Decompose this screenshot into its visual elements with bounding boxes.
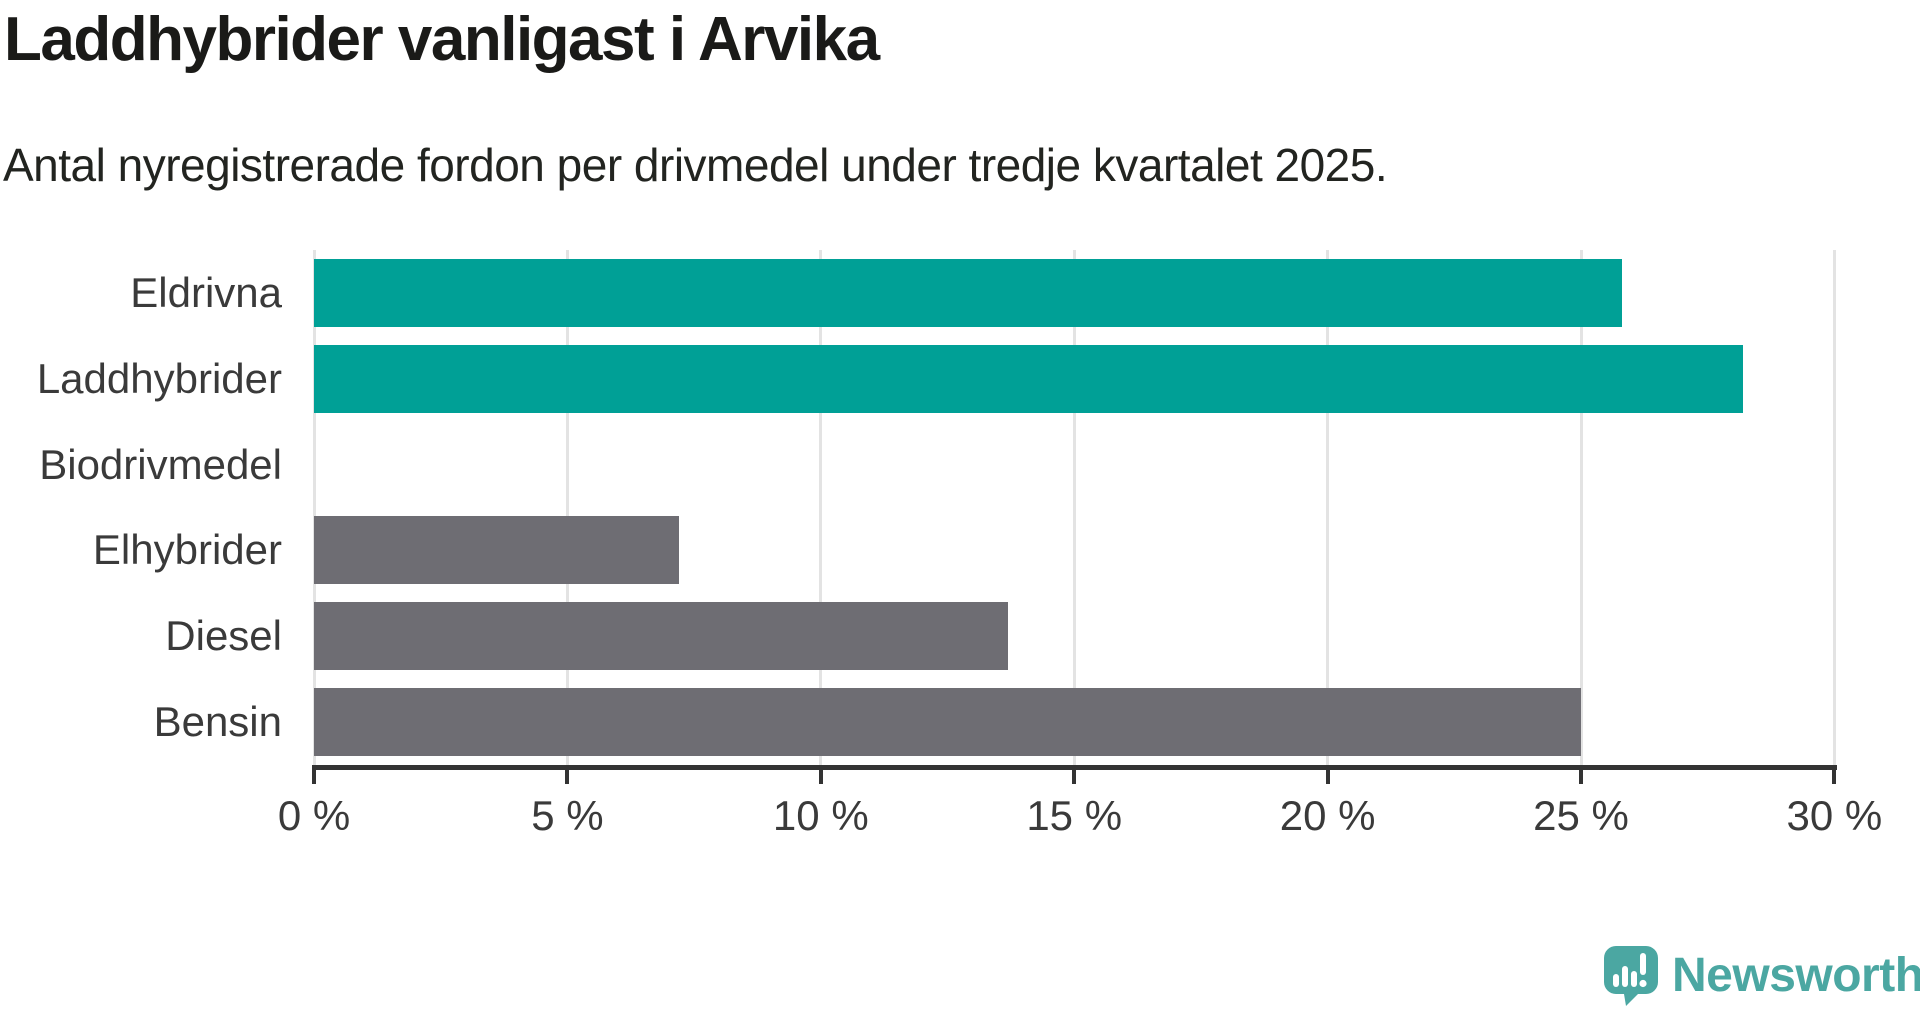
category-label: Bensin <box>153 698 282 746</box>
category-label: Laddhybrider <box>36 354 282 402</box>
chart-subtitle: Antal nyregistrerade fordon per drivmede… <box>3 139 1388 191</box>
gridline <box>819 250 823 765</box>
x-tick-label: 25 % <box>1533 792 1629 839</box>
x-axis-tick <box>1325 765 1330 784</box>
category-label: Biodrivmedel <box>39 440 282 488</box>
gridline <box>565 250 569 765</box>
gridline <box>1326 250 1330 765</box>
page-title: Laddhybrider vanligast i Arvika <box>4 5 880 74</box>
x-tick-label: 30 % <box>1786 792 1883 839</box>
x-axis-tick <box>1072 765 1077 784</box>
bar-diesel <box>314 602 1009 671</box>
x-axis-tick <box>1579 765 1583 784</box>
x-axis-tick <box>565 765 570 784</box>
category-label: Diesel <box>165 612 282 660</box>
category-label: Eldrivna <box>130 268 282 316</box>
newsworthy-wordmark: Newsworthy <box>1672 949 1920 1002</box>
bar-laddhybrider <box>314 344 1744 413</box>
gridline <box>1072 250 1076 765</box>
gridline <box>312 250 316 765</box>
x-axis-tick <box>1832 765 1837 784</box>
x-tick-label: 0 % <box>277 792 351 839</box>
x-tick-label: 10 % <box>772 792 869 839</box>
bar-eldrivna <box>314 258 1622 327</box>
bar-bensin <box>314 688 1581 757</box>
category-label: Elhybrider <box>92 526 282 574</box>
x-tick-label: 5 % <box>531 792 604 839</box>
x-tick-label: 20 % <box>1279 792 1376 839</box>
x-axis-tick <box>312 765 316 784</box>
newsworthy-speech-bubble-chart-icon <box>1604 946 1658 1006</box>
bar-elhybrider <box>314 516 679 585</box>
gridline <box>1832 250 1836 765</box>
x-tick-label: 15 % <box>1026 792 1123 839</box>
x-axis-tick <box>818 765 823 784</box>
gridline <box>1579 250 1583 765</box>
newsworthy-logo: Newsworthy <box>1604 946 1920 1006</box>
